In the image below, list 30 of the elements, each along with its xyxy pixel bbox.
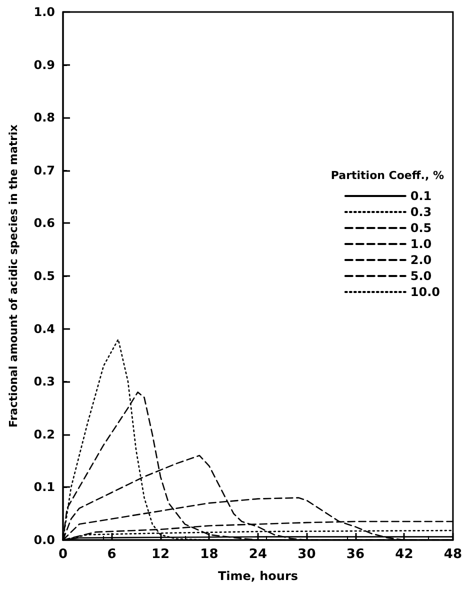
x-tick-label: 48 <box>444 547 462 562</box>
y-tick-label: 0.9 <box>34 58 55 72</box>
x-tick-label: 12 <box>151 547 170 562</box>
legend-label: 0.5 <box>410 221 432 235</box>
y-tick-label: 0.7 <box>34 163 55 178</box>
x-tick-label: 30 <box>298 547 316 562</box>
legend-label: 2.0 <box>410 253 432 267</box>
x-tick-label: 18 <box>200 547 218 562</box>
y-tick-label: 0.5 <box>34 269 55 283</box>
legend-label: 1.0 <box>410 237 432 251</box>
legend-title: Partition Coeff., % <box>330 169 444 182</box>
y-tick-label: 0.1 <box>34 480 55 494</box>
y-axis-title: Fractional amount of acidic species in the matrix <box>7 124 20 428</box>
x-tick-label: 6 <box>107 547 116 562</box>
y-tick-label: 0.8 <box>34 110 55 125</box>
y-tick-label: 0.6 <box>34 216 55 230</box>
x-tick-label: 42 <box>395 547 414 562</box>
x-tick-label: 36 <box>346 547 365 562</box>
y-tick-label: 0.3 <box>34 374 55 389</box>
x-axis-title: Time, hours <box>218 569 298 583</box>
y-tick-label: 1.0 <box>34 5 55 19</box>
y-tick-label: 0.2 <box>34 427 55 442</box>
legend-label: 0.3 <box>410 205 432 219</box>
y-tick-label: 0.4 <box>34 322 55 336</box>
x-tick-label: 0 <box>58 547 68 562</box>
legend-label: 0.1 <box>410 189 432 203</box>
y-tick-label: 0.0 <box>34 533 55 547</box>
legend-label: 5.0 <box>410 269 432 283</box>
legend-label: 10.0 <box>410 285 440 299</box>
x-tick-label: 24 <box>248 547 268 562</box>
